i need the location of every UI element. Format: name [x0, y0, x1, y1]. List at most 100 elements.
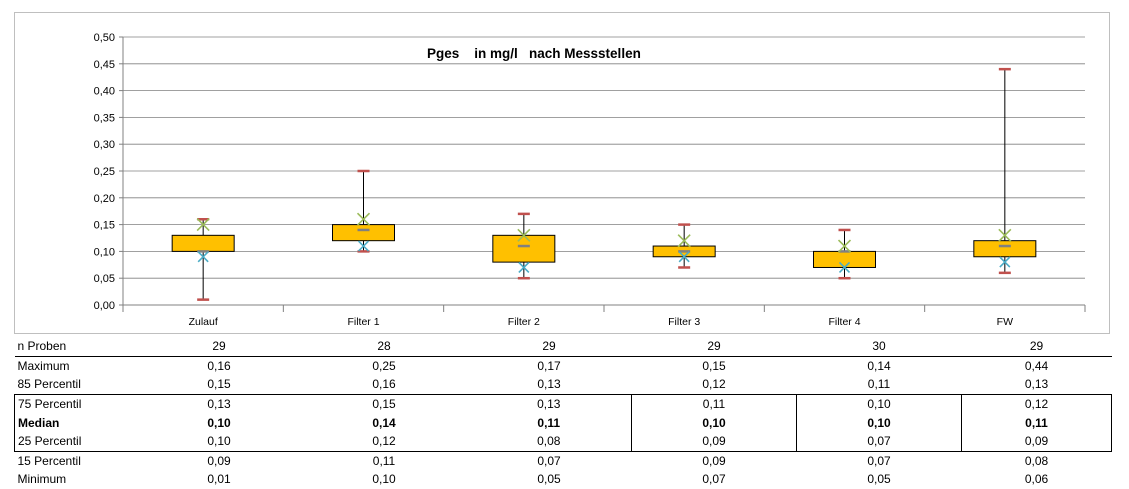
table-cell: 0,12: [301, 431, 467, 452]
table-cell: 0,09: [702, 453, 726, 468]
p85-mark: [998, 228, 1012, 242]
table-cell: 0,09: [207, 453, 231, 468]
table-cell: 28: [301, 337, 467, 357]
table-cell: 0,05: [537, 472, 561, 487]
table-cell: 0,10: [207, 415, 231, 430]
table-cell: 0,13: [466, 393, 632, 414]
table-cell: 0,09: [631, 431, 797, 452]
y-tick-label: 0,50: [94, 32, 115, 44]
y-tick-label: 0,25: [94, 166, 115, 178]
table-cell: 0,07: [796, 431, 962, 452]
p85-mark: [677, 234, 691, 248]
p15-mark: [999, 256, 1011, 268]
row-label: n Proben: [14, 337, 137, 357]
boxplot-chart: 0,00 0,05 0,10 0,15 0,20 0,25 0,30 0,35 0,40 0,45…: [94, 32, 1086, 328]
table-cell: 0,07: [702, 472, 726, 487]
table-row-n-proben: n Proben 29 28 29 29 30 29: [14, 337, 1112, 357]
table-cell: 0,13: [136, 393, 302, 414]
p15-mark: [518, 261, 530, 274]
p85-mark: [837, 239, 852, 253]
chart-area: 0,00 0,05 0,10 0,15 0,20 0,25 0,30 0,35 0,40 0,45…: [14, 12, 1110, 334]
table-cell: 0,10: [796, 393, 962, 414]
chart-title: Pges in mg/l nach Messstellen: [427, 46, 641, 61]
table-cell: 0,16: [372, 377, 396, 392]
table-cell: 0,13: [537, 377, 561, 392]
table-cell: 0,11: [867, 377, 891, 392]
table-row-15-percentil: 15 Percentil 0,09 0,11 0,07 0,09 0,07 0,…: [15, 451, 1112, 470]
table-cell: 0,44: [1024, 358, 1049, 373]
table-cell: 0,15: [702, 358, 726, 373]
p15-mark: [357, 240, 370, 252]
x-tick-label: Filter 3: [668, 316, 700, 328]
p15-mark: [838, 261, 851, 274]
statistics-table: n Proben 29 28 29 29 30 29 Maximum 0,16 …: [14, 337, 1112, 489]
table-row-maximum: Maximum 0,16 0,25 0,17 0,15 0,14 0,44: [15, 356, 1112, 375]
x-tick-label: Filter 1: [347, 316, 379, 328]
p15-mark: [197, 251, 209, 263]
box-iqr: [171, 234, 235, 252]
table-cell: 0,25: [372, 358, 396, 373]
table-cell: 29: [961, 337, 1112, 357]
table-cell: 0,01: [207, 472, 231, 487]
table-cell: 0,16: [207, 358, 231, 373]
row-label: Maximum: [17, 358, 70, 373]
table-cell: 0,10: [372, 472, 396, 487]
table-cell: 0,13: [1024, 377, 1049, 392]
table-cell: 0,17: [537, 358, 561, 373]
table-cell: 0,06: [1024, 472, 1049, 487]
table-row-75-percentil: 75 Percentil 0,13 0,15 0,13 0,11 0,10 0,…: [14, 393, 1112, 414]
table-row-minimum: Minimum 0,01 0,10 0,05 0,07 0,05 0,06: [15, 470, 1112, 489]
y-tick-label: 0,10: [94, 246, 115, 258]
y-tick-label: 0,05: [94, 273, 115, 285]
y-tick-label: 0,30: [94, 139, 115, 151]
row-label: 15 Percentil: [17, 453, 81, 468]
y-tick-label: 0,40: [94, 86, 115, 98]
y-tick-label: 0,45: [94, 59, 115, 71]
table-cell: 0,08: [1024, 453, 1049, 468]
table-row-85-percentil: 85 Percentil 0,15 0,16 0,13 0,12 0,11 0,…: [15, 375, 1112, 394]
table-cell: 0,10: [136, 431, 302, 452]
table-cell: 0,10: [796, 413, 962, 432]
table-cell: 0,10: [631, 413, 797, 432]
box-iqr: [973, 240, 1037, 258]
table-cell: 0,14: [867, 358, 891, 373]
row-label: 25 Percentil: [14, 431, 137, 452]
table-cell: 0,11: [537, 415, 561, 430]
table-cell: 30: [796, 337, 962, 357]
row-label: Median: [14, 413, 137, 432]
table-cell: 29: [631, 337, 797, 357]
table-row-25-percentil: 25 Percentil 0,10 0,12 0,08 0,09 0,07 0,…: [14, 431, 1112, 452]
x-tick-label: Filter 4: [828, 316, 860, 328]
table-cell: 0,15: [301, 393, 467, 414]
box-iqr: [492, 234, 556, 263]
table-cell: 29: [136, 337, 302, 357]
table-cell: 0,11: [961, 413, 1112, 432]
row-label: Minimum: [17, 472, 67, 487]
p85-mark: [356, 212, 371, 226]
box-iqr: [332, 224, 395, 242]
table-cell: 29: [466, 337, 632, 357]
x-tick-label: Filter 2: [508, 316, 540, 328]
table-cell: 0,15: [207, 377, 231, 392]
table-cell: 0,05: [867, 472, 891, 487]
table-cell: 0,12: [961, 393, 1112, 414]
table-cell: 0,08: [466, 431, 632, 452]
y-tick-label: 0,20: [94, 193, 115, 205]
table-cell: 0,07: [867, 453, 891, 468]
p15-mark: [678, 251, 690, 263]
table-cell: 0,11: [631, 393, 797, 414]
row-label: 85 Percentil: [17, 377, 81, 392]
row-label: 75 Percentil: [14, 393, 137, 414]
box-iqr: [813, 250, 876, 268]
table-cell: 0,11: [372, 453, 396, 468]
table-cell: 0,14: [372, 415, 396, 430]
p85-mark: [196, 218, 210, 232]
y-tick-label: 0,00: [94, 300, 115, 312]
table-row-median: Median 0,10 0,14 0,11 0,10 0,10 0,11: [14, 413, 1112, 432]
y-tick-label: 0,15: [94, 220, 115, 232]
table-cell: 0,12: [702, 377, 726, 392]
x-tick-label: FW: [997, 316, 1013, 328]
table-cell: 0,09: [961, 431, 1112, 452]
p85-mark: [517, 228, 531, 242]
y-tick-label: 0,35: [94, 112, 115, 124]
